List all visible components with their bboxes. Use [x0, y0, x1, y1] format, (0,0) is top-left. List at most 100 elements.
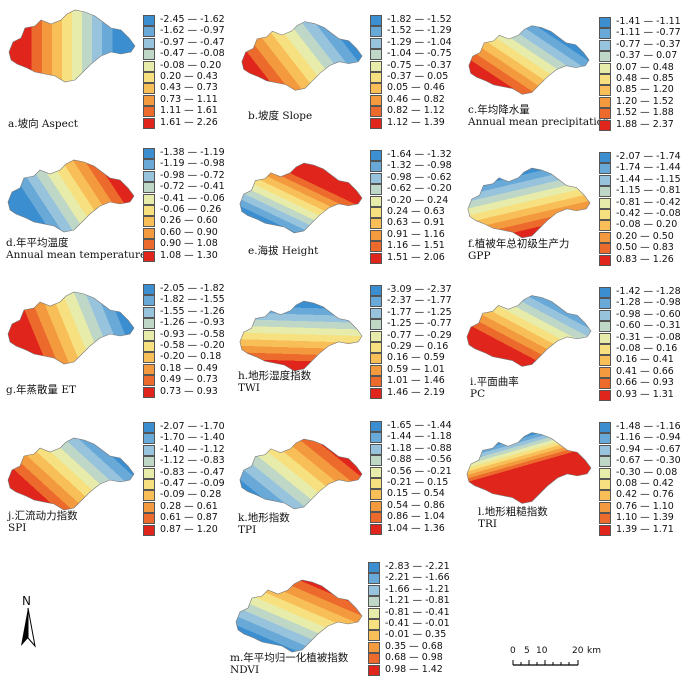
panel-b-label: b.坡度 Slope: [248, 110, 313, 122]
legend-swatch: [370, 364, 382, 376]
map-i: [466, 295, 592, 367]
legend-range-text: 0.54 — 0.86: [387, 499, 445, 511]
legend-swatch: [370, 319, 382, 331]
legend-range-text: -1.52 — -1.29: [387, 25, 452, 37]
legend-range-text: 0.93 — 1.31: [616, 388, 674, 400]
legend-range-text: -0.08 — 0.20: [160, 59, 222, 71]
legend-swatch: [370, 421, 382, 432]
legend-range-text: 1.08 — 1.30: [160, 249, 218, 261]
legend-range-text: 0.46 — 0.82: [387, 93, 445, 105]
legend-range-text: -0.97 — -0.47: [160, 36, 225, 48]
study-area-c: [468, 25, 590, 95]
legend-range-text: -0.20 — 0.18: [160, 351, 222, 363]
legend-swatch: [599, 28, 611, 40]
legend-swatch: [599, 152, 611, 163]
legend-swatch: [599, 96, 611, 108]
legend-swatch: [370, 150, 382, 161]
legend-swatch: [370, 72, 382, 83]
legend-swatch: [370, 207, 382, 218]
legend-swatch: [143, 182, 155, 194]
legend-swatch: [368, 596, 380, 608]
legend-swatch: [370, 172, 382, 184]
legend-swatch: [599, 366, 611, 378]
legend-swatch: [143, 106, 155, 118]
legend-range-text: -1.32 — -0.98: [387, 160, 452, 172]
panel-e-label: e.海拔 Height: [248, 245, 319, 257]
legend-swatch: [143, 422, 155, 433]
legend-range-text: -3.09 — -2.37: [387, 284, 452, 295]
map-g: [7, 291, 135, 365]
legend-swatch: [599, 243, 611, 255]
legend-swatch: [143, 72, 155, 83]
legend-range-text: 1.61 — 2.26: [160, 116, 218, 128]
legend-range-text: -0.98 — -0.60: [616, 308, 681, 320]
legend-range-text: 0.41 — 0.66: [616, 365, 674, 377]
legend-range-text: -2.37 — -1.77: [387, 295, 452, 307]
panel-g-label: g.年蒸散量 ET: [6, 384, 77, 396]
legend-swatch: [143, 444, 155, 456]
legend-swatch: [368, 607, 380, 619]
legend-swatch: [143, 341, 155, 352]
panel-m-label: m.年平均归一化植被指数 NDVI: [230, 652, 349, 676]
map-m: [235, 579, 363, 653]
scale-tick-5: 5: [524, 646, 530, 656]
legend-range-text: -1.44 — -1.15: [616, 173, 681, 185]
legend-range-text: -0.77 — -0.29: [387, 329, 452, 341]
legend-range-text: 0.28 — 0.61: [160, 500, 218, 512]
legend-range-text: -0.81 — -0.42: [616, 196, 681, 208]
legend-range-text: -0.98 — -0.62: [387, 171, 452, 183]
legend-swatch: [143, 117, 155, 129]
legend-range-text: 0.35 — 0.68: [385, 640, 443, 652]
legend-range-text: -1.26 — -0.93: [160, 317, 225, 329]
legend-range-text: -1.82 — -1.52: [387, 14, 452, 25]
legend-swatch: [599, 51, 611, 63]
legend-swatch: [370, 443, 382, 455]
legend-range-text: -0.42 — -0.08: [616, 208, 681, 219]
legend-swatch: [370, 523, 382, 535]
legend-swatch: [599, 456, 611, 468]
legend-range-text: -2.21 — -1.66: [385, 572, 450, 584]
legend-swatch: [599, 39, 611, 51]
panel-j-label: j.汇流动力指数 SPI: [8, 510, 78, 534]
panel-d-label: d.年平均温度 Annual mean temperature: [6, 237, 147, 261]
legend-range-text: 0.91 — 1.16: [387, 228, 445, 240]
legend-swatch: [143, 205, 155, 216]
map-j: [7, 437, 135, 511]
legend-range-text: -1.18 — -0.88: [387, 442, 452, 454]
legend-range-text: -2.83 — -2.21: [385, 561, 450, 572]
legend-range-text: -0.93 — -0.58: [160, 328, 225, 340]
legend-swatch: [368, 653, 380, 665]
map-a: [8, 9, 136, 83]
map-k: [239, 438, 363, 510]
legend-range-text: -0.72 — -0.41: [160, 181, 225, 193]
legend-swatch: [599, 62, 611, 74]
legend-swatch: [599, 501, 611, 513]
panel-i-label: i.平面曲率 PC: [470, 376, 519, 400]
legend-range-text: 1.04 — 1.36: [387, 522, 445, 534]
legend-swatch: [370, 83, 382, 95]
legend-range-text: -0.21 — 0.15: [387, 477, 449, 488]
legend-range-text: -0.08 — 0.20: [616, 219, 678, 231]
legend-range-text: 0.68 — 0.98: [385, 652, 443, 664]
scale-bar-graphic: [512, 660, 579, 666]
legend-swatch: [599, 524, 611, 536]
legend-range-text: -1.28 — -0.98: [616, 297, 681, 309]
legend-range-text: -1.19 — -0.98: [160, 158, 225, 170]
legend-range-text: 0.24 — 0.63: [387, 206, 445, 217]
legend-swatch: [370, 455, 382, 467]
legend-swatch: [143, 60, 155, 72]
legend-swatch: [370, 195, 382, 207]
legend-swatch: [599, 231, 611, 243]
legend-swatch: [370, 94, 382, 106]
legend-swatch: [143, 216, 155, 228]
legend-range-text: 0.66 — 0.93: [616, 377, 674, 389]
legend-range-text: -1.29 — -1.04: [387, 36, 452, 48]
legend-swatch: [599, 378, 611, 390]
legend-range-text: -0.94 — -0.67: [616, 443, 681, 455]
legend-range-text: 1.46 — 2.19: [387, 386, 445, 398]
scale-tick-20: 20: [572, 646, 584, 656]
legend-range-text: 0.85 — 1.20: [616, 84, 674, 96]
legend-range-text: 0.16 — 0.59: [387, 352, 445, 364]
study-area-d: [7, 159, 135, 233]
legend-swatch: [599, 389, 611, 401]
